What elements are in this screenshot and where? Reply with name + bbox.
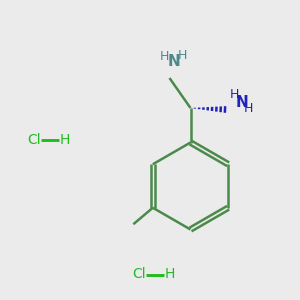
Text: Cl: Cl (27, 133, 40, 146)
Text: Cl: Cl (132, 268, 146, 281)
Text: N: N (236, 95, 248, 110)
Text: H: H (244, 102, 253, 115)
Text: H: H (59, 133, 70, 146)
Text: H: H (164, 268, 175, 281)
Text: H: H (160, 50, 169, 63)
Text: H: H (230, 88, 240, 101)
Text: N: N (168, 54, 180, 69)
Text: H: H (178, 49, 187, 62)
